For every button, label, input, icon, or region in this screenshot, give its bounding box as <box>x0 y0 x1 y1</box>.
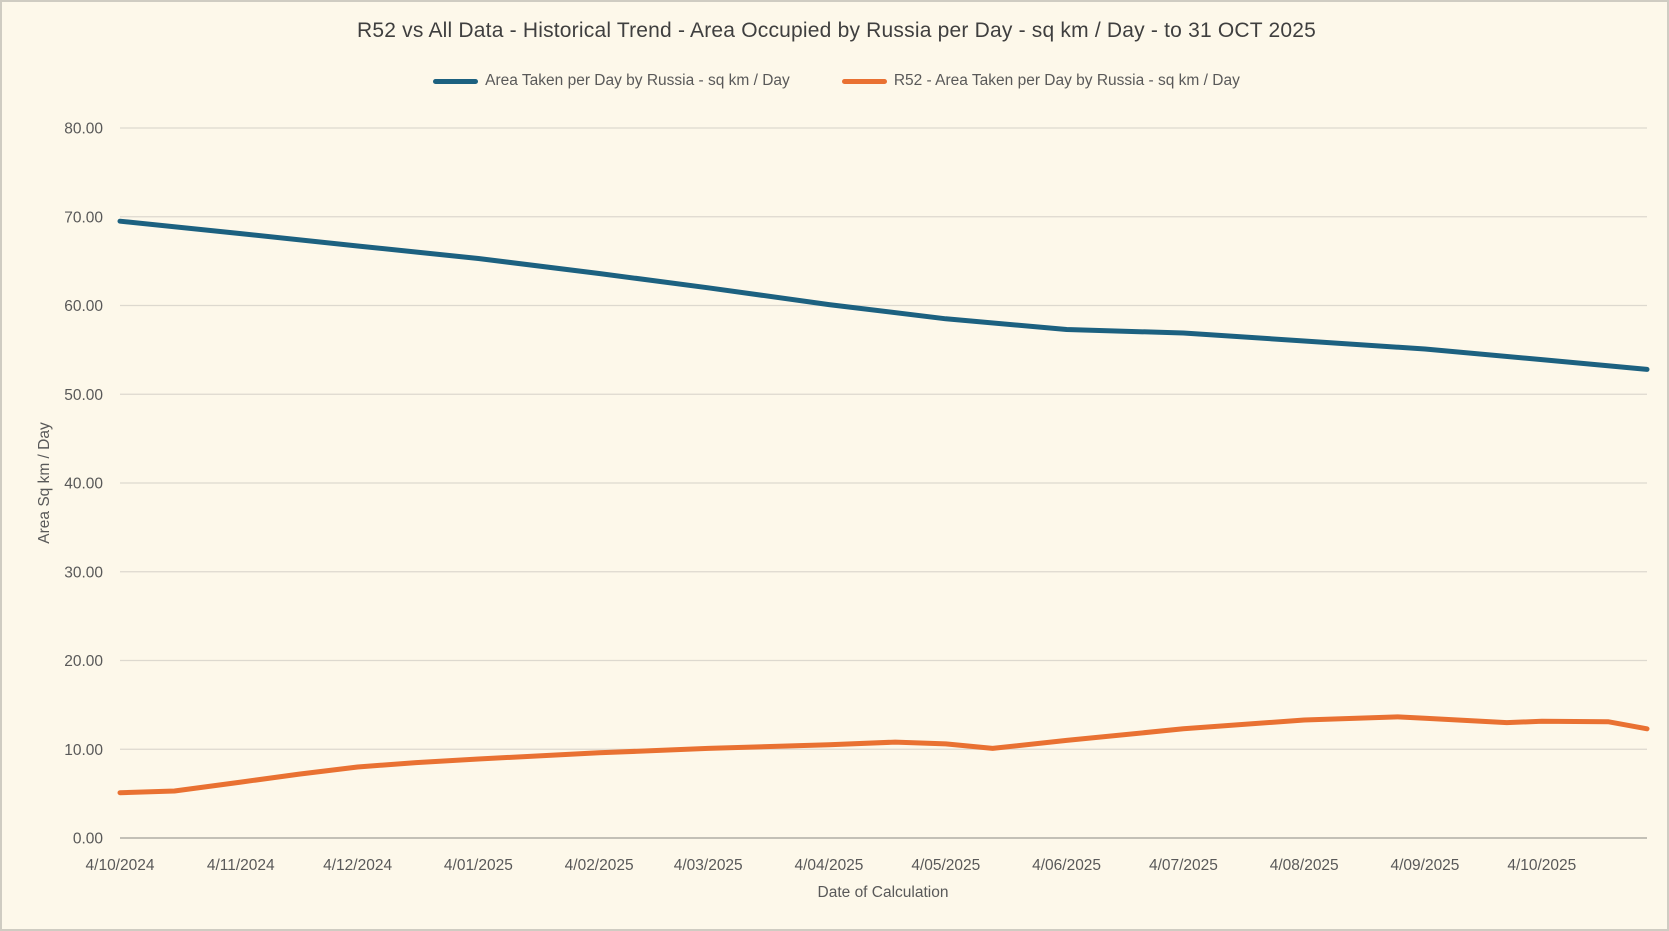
legend-item-r52: R52 - Area Taken per Day by Russia - sq … <box>841 72 1240 90</box>
r52-series-line <box>117 714 1650 796</box>
y-axis-title: Area Sq km / Day <box>36 422 53 544</box>
y-tick-label: 70.00 <box>64 209 103 226</box>
y-tick-label: 10.00 <box>64 742 103 759</box>
chart-title: R52 vs All Data - Historical Trend - Are… <box>357 19 1316 42</box>
x-tick-label: 4/02/2025 <box>565 857 634 874</box>
all-data-series-line <box>117 218 1650 372</box>
x-tick-label: 4/09/2025 <box>1390 857 1459 874</box>
x-tick-label: 4/04/2025 <box>794 857 863 874</box>
legend-label-r52: R52 - Area Taken per Day by Russia - sq … <box>893 72 1240 89</box>
x-tick-label: 4/10/2025 <box>1507 857 1576 874</box>
legend-item-all-data: Area Taken per Day by Russia - sq km / D… <box>433 72 790 90</box>
r52-line-swatch <box>841 78 887 84</box>
y-tick-label: 60.00 <box>64 298 103 315</box>
x-tick-label: 4/11/2024 <box>207 857 275 874</box>
x-tick-label: 4/06/2025 <box>1032 857 1101 874</box>
x-tick-label: 4/08/2025 <box>1270 857 1339 874</box>
x-tick-label: 4/05/2025 <box>911 857 980 874</box>
y-tick-label: 40.00 <box>64 476 103 493</box>
y-tick-label: 20.00 <box>64 653 103 670</box>
y-tick-label: 0.00 <box>73 831 104 848</box>
x-tick-label: 4/10/2024 <box>86 857 155 874</box>
x-tick-label: 4/12/2024 <box>323 857 392 874</box>
x-tick-label: 4/01/2025 <box>444 857 513 874</box>
all-data-line-swatch <box>433 78 479 84</box>
y-tick-label: 80.00 <box>64 121 103 138</box>
y-tick-label: 50.00 <box>64 387 103 404</box>
legend-label-all-data: Area Taken per Day by Russia - sq km / D… <box>485 72 790 89</box>
x-axis-title: Date of Calculation <box>817 884 949 901</box>
legend: Area Taken per Day by Russia - sq km / D… <box>2 72 1667 90</box>
x-tick-label: 4/03/2025 <box>674 857 743 874</box>
x-tick-label: 4/07/2025 <box>1149 857 1218 874</box>
y-tick-label: 30.00 <box>64 564 103 581</box>
